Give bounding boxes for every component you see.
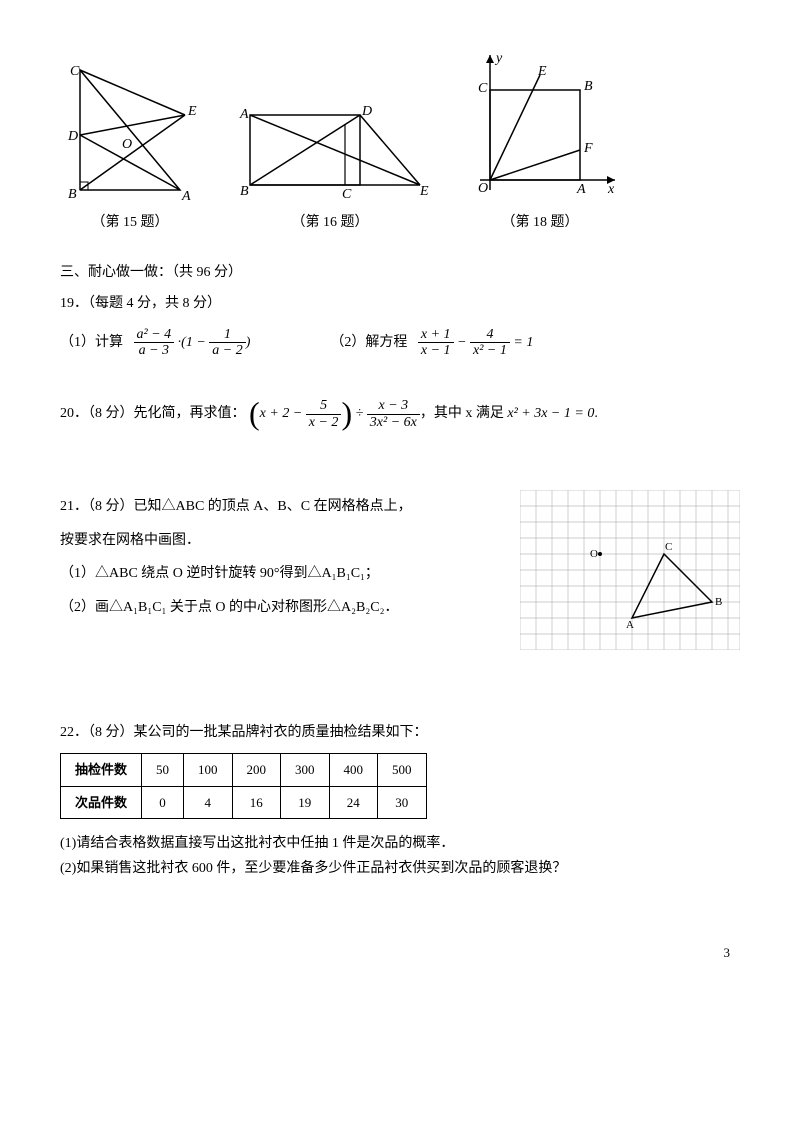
- q19-problems: （1）计算 a² − 4a − 3 ·(1 − 1a − 2) （2）解方程 x…: [60, 327, 740, 359]
- table-row: 次品件数 0 4 16 19 24 30: [61, 786, 427, 818]
- fig18-label-c: C: [478, 81, 488, 96]
- q19-e1-close: ): [246, 335, 251, 350]
- q22-part1: (1)请结合表格数据直接写出这批衬衣中任抽 1 件是次品的概率．: [60, 831, 740, 856]
- q22-r1-0: 50: [142, 754, 184, 786]
- q20-suffix-post: .: [594, 406, 598, 421]
- q20-f1n: 5: [306, 398, 342, 414]
- q20-f1d: x − 2: [306, 415, 342, 430]
- fig15-label-e: E: [187, 104, 197, 119]
- q22-r1-4: 400: [329, 754, 378, 786]
- q20-f2d: 3x² − 6x: [367, 415, 420, 430]
- fig16-label-c: C: [342, 187, 352, 200]
- fig16-label-d: D: [361, 104, 372, 119]
- fig15-label-a: A: [181, 189, 191, 200]
- q19-e1-num1: a² − 4: [134, 327, 175, 343]
- q22-r2-0: 0: [142, 786, 184, 818]
- figure-15: C D B A E O: [60, 60, 200, 200]
- q20-prefix: 20．（8 分）先化简，再求值：: [60, 406, 246, 421]
- q22-r2-3: 19: [281, 786, 330, 818]
- fig15-label-b: B: [68, 187, 77, 200]
- fig16-label-b: B: [240, 184, 249, 199]
- fig18-label-x: x: [607, 182, 615, 197]
- q21-c: C: [665, 541, 672, 553]
- fig15-caption: （第 15 题）: [60, 210, 200, 235]
- q19-part2: （2）解方程 x + 1x − 1 − 4x² − 1 = 1: [330, 327, 533, 359]
- q21-o: O: [590, 548, 598, 560]
- q22-table: 抽检件数 50 100 200 300 400 500 次品件数 0 4 16 …: [60, 753, 427, 819]
- fig16-label-e: E: [419, 184, 429, 199]
- q22-r2-5: 30: [378, 786, 427, 818]
- fig16-label-a: A: [239, 107, 249, 122]
- q22-r2-head: 次品件数: [61, 786, 142, 818]
- q19-p2-label: （2）解方程: [330, 335, 407, 350]
- page-number: 3: [60, 941, 740, 964]
- q21-line2: 按要求在网格中画图．: [60, 524, 500, 558]
- q22-r2-4: 24: [329, 786, 378, 818]
- fig18-caption: （第 18 题）: [460, 210, 620, 235]
- q19-part1: （1）计算 a² − 4a − 3 ·(1 − 1a − 2): [60, 327, 250, 359]
- q20-f2n: x − 3: [367, 398, 420, 414]
- q22-heading: 22．（8 分）某公司的一批某品牌衬衣的质量抽检结果如下：: [60, 720, 740, 745]
- q20-div: ÷: [356, 406, 364, 421]
- q22-r1-head: 抽检件数: [61, 754, 142, 786]
- fig15-label-o: O: [122, 137, 132, 152]
- fig18-label-y: y: [494, 51, 503, 66]
- q22-r2-1: 4: [184, 786, 233, 818]
- q19-p1-label: （1）计算: [60, 335, 123, 350]
- q20-suffix-pre: ，其中 x 满足: [420, 406, 508, 421]
- q21-grid: O A B C: [520, 490, 740, 650]
- fig18-label-b: B: [584, 79, 593, 94]
- q22-r1-2: 200: [232, 754, 281, 786]
- q21-line1: 21．（8 分）已知△ABC 的顶点 A、B、C 在网格格点上，: [60, 490, 500, 524]
- q21-a: A: [626, 619, 634, 631]
- figure-captions: （第 15 题） （第 16 题） （第 18 题）: [60, 210, 740, 235]
- q22-r1-1: 100: [184, 754, 233, 786]
- fig15-label-c: C: [70, 64, 80, 79]
- q19-e1-num2: 1: [209, 327, 245, 343]
- q19-e2-num1: x + 1: [418, 327, 454, 343]
- q22-r2-2: 16: [232, 786, 281, 818]
- q20-cond: x² + 3x − 1 = 0: [507, 406, 594, 421]
- q19-e2-minus: −: [457, 335, 466, 350]
- fig16-caption: （第 16 题）: [230, 210, 430, 235]
- q19-e2-den1: x − 1: [418, 343, 454, 358]
- q21-part1: （1）△ABC 绕点 O 逆时针旋转 90°得到△A₁B₁C₁；: [60, 557, 500, 591]
- figures-row: C D B A E O A D B C E C E B F O A x y: [60, 50, 740, 200]
- fig18-label-o: O: [478, 181, 488, 196]
- q21-part2: （2）画△A₁B₁C₁ 关于点 O 的中心对称图形△A₂B₂C₂．: [60, 591, 500, 625]
- q19-e1-den1: a − 3: [134, 343, 175, 358]
- figure-16: A D B C E: [230, 100, 430, 200]
- section3-heading: 三、耐心做一做：（共 96 分）: [60, 260, 740, 285]
- q19-e1-mid: ·(1 −: [178, 335, 206, 350]
- q19-e1-den2: a − 2: [209, 343, 245, 358]
- q19-e2-eq: = 1: [513, 335, 533, 350]
- q22-part2: (2)如果销售这批衬衣 600 件，至少要准备多少件正品衬衣供买到次品的顾客退换…: [60, 856, 740, 881]
- q19-e2-den2: x² − 1: [470, 343, 510, 358]
- figure-18: C E B F O A x y: [460, 50, 620, 200]
- q21-b: B: [715, 596, 722, 608]
- table-row: 抽检件数 50 100 200 300 400 500: [61, 754, 427, 786]
- fig18-label-a: A: [576, 182, 586, 197]
- q22-r1-3: 300: [281, 754, 330, 786]
- q22: 22．（8 分）某公司的一批某品牌衬衣的质量抽检结果如下： 抽检件数 50 10…: [60, 720, 740, 881]
- q22-r1-5: 500: [378, 754, 427, 786]
- q20-t1: x + 2 −: [260, 406, 303, 421]
- q19-e2-num2: 4: [470, 327, 510, 343]
- q20: 20．（8 分）先化简，再求值： (x + 2 − 5x − 2) ÷ x − …: [60, 398, 740, 430]
- fig18-label-f: F: [583, 141, 593, 156]
- fig15-label-d: D: [67, 129, 78, 144]
- q21: 21．（8 分）已知△ABC 的顶点 A、B、C 在网格格点上， 按要求在网格中…: [60, 490, 740, 650]
- q19-heading: 19．（每题 4 分，共 8 分）: [60, 291, 740, 316]
- fig18-label-e: E: [537, 64, 547, 79]
